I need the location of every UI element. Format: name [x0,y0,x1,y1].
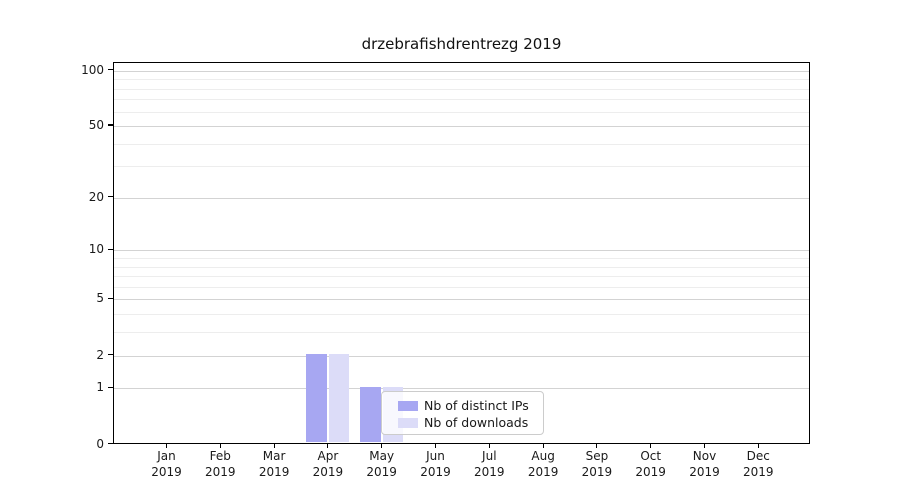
minor-gridline [114,111,809,113]
x-tick-month: May [369,449,395,463]
legend-swatch-distinct-ips [398,400,418,411]
x-tick-month: Apr [317,449,339,463]
minor-gridline [114,332,809,334]
major-gridline [114,299,809,301]
major-gridline [114,355,809,357]
x-tick-month: Sep [585,449,609,463]
minor-gridline [114,266,809,268]
legend-label-distinct-ips: Nb of distinct IPs [424,398,529,413]
x-tick-month: Jun [426,449,445,463]
y-axis-tick-label: 50 [88,118,104,132]
y-tick-mark [108,69,113,71]
x-tick-mark [650,443,652,448]
x-tick-mark [596,443,598,448]
y-axis-tick-label: 0 [96,436,104,451]
minor-gridline [114,99,809,101]
x-axis-tick-label: Jan 2019 [139,449,195,480]
legend-swatch-downloads [398,417,418,428]
x-tick-year: 2019 [258,464,290,479]
x-tick-year: 2019 [312,464,344,479]
y-axis-tick-label: 2 [96,347,104,362]
x-axis-tick-label: Mar 2019 [246,449,302,480]
major-gridline [114,250,809,252]
x-tick-year: 2019 [474,464,505,479]
legend-item-distinct-ips: Nb of distinct IPs [398,397,543,414]
x-axis-tick-label: Jun 2019 [408,449,464,480]
x-tick-mark [542,443,544,448]
plot-area [113,62,810,444]
x-tick-month: Mar [262,449,286,463]
y-tick-mark [108,386,113,388]
x-tick-mark [703,443,706,448]
x-tick-month: Oct [640,449,662,463]
x-tick-month: Jul [482,449,497,463]
x-tick-mark [488,443,490,448]
y-tick-mark [108,248,113,250]
major-gridline [114,126,809,127]
x-axis-tick-label: May 2019 [354,449,410,480]
x-tick-mark [219,443,221,448]
x-tick-mark [757,443,759,448]
y-tick-mark [108,196,113,198]
y-axis-tick-label: 20 [88,189,104,204]
major-gridline [114,197,809,199]
bar-downloads [328,354,350,442]
x-tick-mark [327,443,329,448]
y-axis-tick-label: 100 [81,62,104,77]
major-gridline [114,388,809,390]
legend-label-downloads: Nb of downloads [424,415,529,430]
x-axis-tick-label: Sep 2019 [569,449,625,480]
x-tick-year: 2019 [743,464,774,479]
x-tick-mark [165,443,168,448]
minor-gridline [114,286,809,288]
x-axis-tick-label: Apr 2019 [300,449,356,480]
x-axis-tick-label: Nov 2019 [677,449,733,480]
x-tick-mark [434,443,437,448]
minor-gridline [114,166,809,168]
minor-gridline [114,143,809,145]
y-axis-tick-label: 10 [88,242,104,257]
x-axis-tick-label: Oct 2019 [623,449,679,480]
x-tick-year: 2019 [151,464,182,479]
bar-distinct-ips [360,387,381,442]
y-axis-tick-label: 1 [96,380,104,395]
x-tick-year: 2019 [581,464,613,479]
legend-item-downloads: Nb of downloads [398,414,543,431]
x-tick-year: 2019 [366,464,397,479]
x-tick-mark [273,443,275,448]
major-gridline [114,70,809,72]
x-axis-tick-label: Jul 2019 [461,449,517,480]
chart-title: drzebrafishdrentrezg 2019 [361,35,562,53]
minor-gridline [114,258,809,259]
y-axis-tick-label: 5 [96,291,104,306]
y-tick-mark [108,353,113,356]
y-tick-mark [108,442,113,445]
x-tick-year: 2019 [527,464,559,479]
x-tick-month: Nov [692,449,717,463]
minor-gridline [114,88,809,90]
legend: Nb of distinct IPs Nb of downloads [381,391,544,435]
x-tick-year: 2019 [420,464,451,479]
x-tick-year: 2019 [635,464,666,479]
x-tick-year: 2019 [689,464,720,479]
x-tick-year: 2019 [205,464,236,479]
x-tick-mark [381,443,383,448]
x-tick-month: Aug [531,449,555,463]
y-tick-mark [108,297,113,299]
minor-gridline [114,314,809,316]
x-tick-month: Feb [209,449,231,463]
x-tick-month: Dec [746,449,770,463]
bar-distinct-ips [306,354,327,442]
minor-gridline [114,79,809,81]
x-axis-tick-label: Aug 2019 [515,449,571,480]
x-tick-month: Jan [157,449,176,463]
minor-gridline [114,276,809,278]
y-tick-mark [108,124,113,126]
x-axis-tick-label: Feb 2019 [192,449,248,480]
x-axis-tick-label: Dec 2019 [730,449,786,480]
